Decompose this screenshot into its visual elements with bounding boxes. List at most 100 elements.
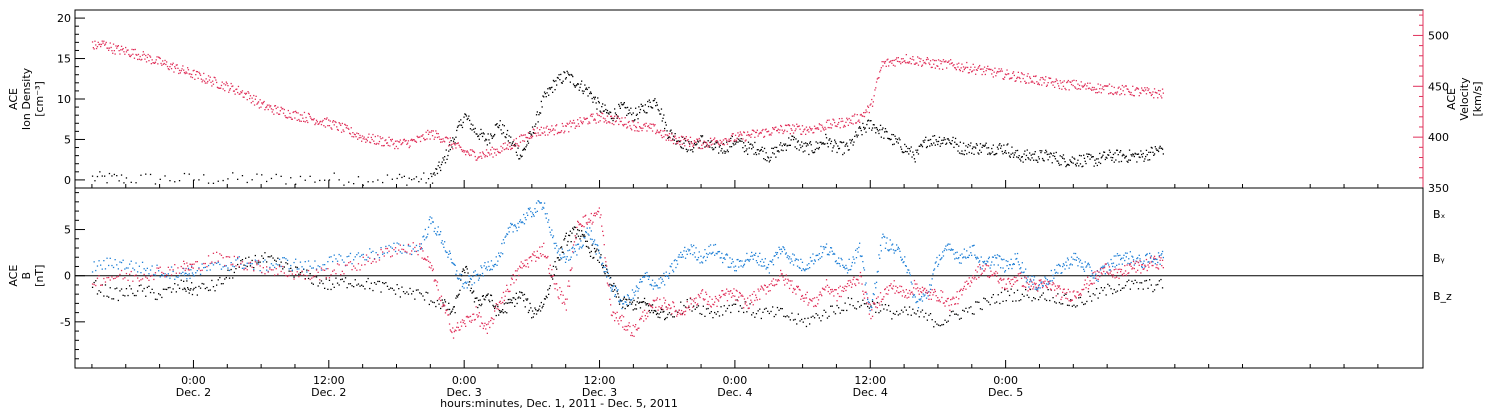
- series-bz-point: [438, 289, 439, 290]
- series-density-point: [865, 132, 866, 133]
- series-density-point: [573, 84, 574, 85]
- series-bz-point: [645, 315, 646, 316]
- series-density-point: [750, 143, 751, 144]
- series-density-point: [957, 150, 958, 151]
- series-bz-point: [587, 222, 588, 223]
- series-by-point: [917, 301, 918, 302]
- series-bx-point: [758, 310, 759, 311]
- series-by-point: [977, 258, 978, 259]
- series-velocity-point: [682, 144, 683, 145]
- series-bx-point: [281, 262, 282, 263]
- series-velocity-point: [301, 121, 302, 122]
- series-velocity-point: [853, 123, 854, 124]
- series-velocity-point: [1057, 83, 1058, 84]
- series-velocity-point: [1024, 81, 1025, 82]
- series-bz-point: [397, 253, 398, 254]
- series-velocity-point: [1145, 89, 1146, 90]
- series-bz-point: [255, 261, 256, 262]
- series-velocity-point: [1071, 84, 1072, 85]
- series-density-point: [792, 136, 793, 137]
- series-velocity-point: [688, 142, 689, 143]
- series-bz-point: [409, 253, 410, 254]
- series-bz-point: [624, 329, 625, 330]
- series-density-point: [493, 135, 494, 136]
- series-bz-point: [488, 323, 489, 324]
- series-velocity-point: [579, 126, 580, 127]
- series-bz-point: [578, 222, 579, 223]
- series-density-point: [781, 149, 782, 150]
- series-by-point: [956, 258, 957, 259]
- series-density-point: [662, 118, 663, 119]
- series-bx-point: [1091, 300, 1092, 301]
- series-velocity-point: [925, 63, 926, 64]
- legend-item: Bᵧ: [1433, 252, 1445, 265]
- series-density-point: [1019, 155, 1020, 156]
- series-density-point: [894, 144, 895, 145]
- series-bx-point: [556, 269, 557, 270]
- series-by-point: [423, 236, 424, 237]
- series-velocity-point: [802, 125, 803, 126]
- series-velocity-point: [425, 139, 426, 140]
- series-density-point: [953, 147, 954, 148]
- series-bx-point: [956, 314, 957, 315]
- series-bx-point: [1160, 279, 1161, 280]
- series-bx-point: [535, 309, 536, 310]
- series-velocity-point: [1089, 88, 1090, 89]
- series-bx-point: [513, 297, 514, 298]
- series-density-point: [939, 137, 940, 138]
- series-by-point: [626, 304, 627, 305]
- series-bx-point: [187, 287, 188, 288]
- series-density-point: [762, 151, 763, 152]
- series-by-point: [731, 263, 732, 264]
- series-density-point: [936, 141, 937, 142]
- series-velocity-point: [864, 116, 865, 117]
- series-by-point: [908, 270, 909, 271]
- series-by-point: [580, 240, 581, 241]
- series-velocity-point: [845, 122, 846, 123]
- series-density-point: [1041, 150, 1042, 151]
- series-by-point: [1007, 261, 1008, 262]
- series-velocity-point: [1075, 88, 1076, 89]
- series-bx-point: [501, 311, 502, 312]
- series-bz-point: [551, 269, 552, 270]
- series-bx-point: [424, 299, 425, 300]
- series-velocity-point: [475, 156, 476, 157]
- series-bz-point: [537, 251, 538, 252]
- series-velocity-point: [955, 67, 956, 68]
- series-velocity-point: [1033, 76, 1034, 77]
- series-bz-point: [169, 269, 170, 270]
- series-velocity-point: [576, 125, 577, 126]
- series-by-point: [387, 252, 388, 253]
- series-velocity-point: [829, 127, 830, 128]
- series-bx-point: [327, 289, 328, 290]
- series-by-point: [361, 255, 362, 256]
- series-velocity-point: [434, 137, 435, 138]
- series-density-point: [491, 135, 492, 136]
- series-velocity-point: [459, 145, 460, 146]
- series-by-point: [1015, 253, 1016, 254]
- series-density-point: [860, 128, 861, 129]
- series-density-point: [826, 137, 827, 138]
- series-density-point: [975, 147, 976, 148]
- series-density-point: [1048, 159, 1049, 160]
- series-bz-point: [501, 297, 502, 298]
- series-bx-point: [604, 273, 605, 274]
- series-by-point: [615, 294, 616, 295]
- series-velocity-point: [538, 132, 539, 133]
- series-bx-point: [586, 246, 587, 247]
- series-bx-point: [1040, 296, 1041, 297]
- series-bx-point: [1144, 280, 1145, 281]
- series-bx-point: [1104, 287, 1105, 288]
- series-velocity-point: [134, 58, 135, 59]
- series-density-point: [845, 146, 846, 147]
- series-density-point: [829, 138, 830, 139]
- series-density-point: [654, 100, 655, 101]
- series-density-point: [696, 143, 697, 144]
- series-bx-point: [617, 293, 618, 294]
- series-bx-point: [1143, 289, 1144, 290]
- series-bx-point: [523, 300, 524, 301]
- series-velocity-point: [806, 127, 807, 128]
- series-bz-point: [231, 264, 232, 265]
- series-velocity-point: [821, 125, 822, 126]
- series-velocity-point: [100, 46, 101, 47]
